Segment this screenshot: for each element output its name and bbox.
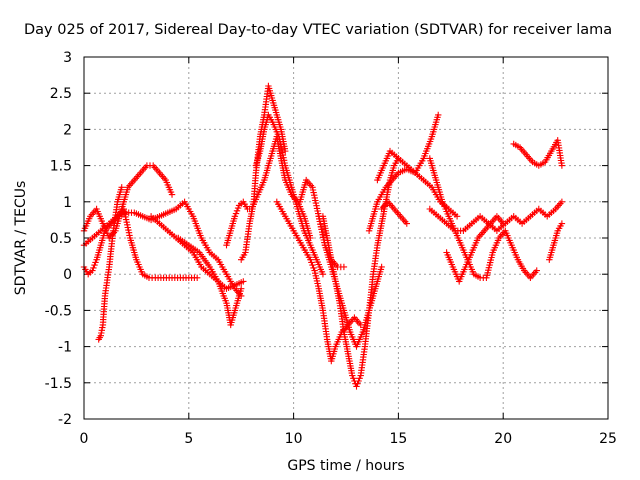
data-point-marker <box>558 198 566 205</box>
x-tick-label: 25 <box>599 431 617 447</box>
data-point-marker <box>89 267 96 274</box>
series-21 <box>443 213 507 285</box>
data-point-marker <box>500 220 507 227</box>
data-point-marker <box>282 147 289 155</box>
series-18 <box>426 198 566 234</box>
data-point-marker <box>340 263 348 271</box>
data-point-marker <box>233 207 241 214</box>
y-tick-label: 1.5 <box>50 159 72 175</box>
plot-frame <box>83 56 609 420</box>
data-point-marker <box>232 210 240 217</box>
data-point-marker <box>435 111 442 119</box>
data-point-marker <box>311 192 318 199</box>
data-point-marker <box>234 204 242 212</box>
data-point-marker <box>99 324 106 331</box>
x-tick-label: 0 <box>80 431 89 447</box>
data-point-marker <box>355 377 362 385</box>
y-tick-label: 3 <box>63 50 72 66</box>
series-19 <box>510 137 566 169</box>
series-15 <box>374 111 442 184</box>
x-tick-label: 10 <box>285 431 303 447</box>
y-tick-label: -1.5 <box>45 376 72 392</box>
data-point-marker <box>118 184 125 191</box>
x-tick-label: 5 <box>184 431 193 447</box>
y-tick-label: -2 <box>58 412 72 428</box>
data-point-marker <box>353 383 360 390</box>
data-point-marker <box>231 213 239 220</box>
y-tick-label: -0.5 <box>45 303 72 319</box>
data-point-marker <box>354 380 361 387</box>
series-9 <box>252 111 327 278</box>
y-axis-tick-labels: 3 2.5 2 1.5 1 0.5 0 -0.5 -1 -1.5 -2 <box>45 50 72 428</box>
data-point-marker <box>275 133 283 140</box>
data-point-marker <box>92 259 99 266</box>
data-point-marker <box>558 162 566 169</box>
data-point-marker <box>238 285 245 292</box>
data-point-marker <box>168 191 176 198</box>
data-point-marker <box>453 213 461 220</box>
data-point-marker <box>320 234 327 241</box>
data-point-marker <box>310 264 317 272</box>
data-point-marker <box>356 375 363 382</box>
data-point-marker <box>315 210 322 217</box>
data-series <box>80 82 566 390</box>
data-point-marker <box>91 261 98 269</box>
data-point-marker <box>558 220 566 227</box>
data-point-marker <box>349 372 356 379</box>
series-13 <box>296 176 348 271</box>
series-17 <box>426 155 540 281</box>
series-20 <box>546 220 566 263</box>
series-4 <box>95 184 125 343</box>
data-point-marker <box>378 263 385 271</box>
x-axis-tick-labels: 0 5 10 15 20 25 <box>80 431 617 447</box>
data-point-marker <box>533 267 540 274</box>
data-point-marker <box>318 226 325 233</box>
chart-title: Day 025 of 2017, Sidereal Day-to-day VTE… <box>24 22 612 38</box>
y-tick-label: 0.5 <box>50 231 72 247</box>
data-point-marker <box>122 213 129 221</box>
data-point-marker <box>277 141 284 148</box>
data-point-marker <box>308 259 315 266</box>
data-point-marker <box>90 264 97 272</box>
y-axis-label: SDTVAR / TECUs <box>13 181 29 296</box>
series-16 <box>378 198 410 227</box>
y-tick-label: 1 <box>63 195 72 211</box>
series-6 <box>175 234 245 329</box>
y-tick-label: 2.5 <box>50 86 72 102</box>
data-point-marker <box>240 278 247 285</box>
data-point-marker <box>316 218 324 225</box>
y-tick-label: -1 <box>58 340 72 356</box>
data-point-marker <box>307 256 314 263</box>
x-tick-label: 15 <box>389 431 407 447</box>
series-3 <box>80 205 201 282</box>
data-point-marker <box>350 375 357 382</box>
y-tick-label: 2 <box>63 122 72 138</box>
y-tick-label: 0 <box>63 267 72 283</box>
data-point-marker <box>319 271 327 278</box>
data-point-marker <box>309 261 316 269</box>
data-point-marker <box>120 205 127 213</box>
x-axis-label: GPS time / hours <box>287 458 404 474</box>
x-tick-label: 20 <box>494 431 512 447</box>
data-point-marker <box>193 274 201 282</box>
data-point-marker <box>403 220 410 227</box>
